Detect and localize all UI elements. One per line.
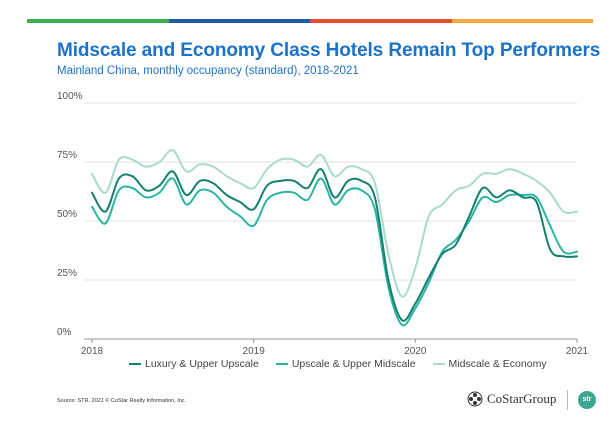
legend-item-midscale: Midscale & Economy <box>432 358 547 370</box>
str-logo-badge: str <box>578 391 596 409</box>
legend-item-upscale: Upscale & Upper Midscale <box>275 358 416 370</box>
y-tick-label: 75% <box>57 150 77 161</box>
series-line-upscale <box>91 177 578 327</box>
y-tick-label: 25% <box>57 268 77 279</box>
top-bar-segment-red <box>310 19 452 23</box>
legend-label-midscale: Midscale & Economy <box>448 358 547 370</box>
y-tick-label: 100% <box>57 91 83 102</box>
x-tick-label: 2021 <box>566 346 589 357</box>
legend-swatch-luxury <box>129 363 141 365</box>
legend-label-upscale: Upscale & Upper Midscale <box>291 358 416 370</box>
costar-logo-text: CoStarGroup <box>487 391 557 406</box>
costar-star-icon <box>467 391 483 407</box>
legend-swatch-midscale <box>432 363 445 365</box>
top-bar-segment-green <box>27 19 169 23</box>
legend-item-luxury: Luxury & Upper Upscale <box>129 358 259 370</box>
logo-divider <box>567 390 568 410</box>
chart-title: Midscale and Economy Class Hotels Remain… <box>57 40 601 61</box>
top-bar-segment-orange <box>451 19 593 23</box>
legend-label-luxury: Luxury & Upper Upscale <box>145 358 259 370</box>
legend-swatch-upscale <box>275 363 288 365</box>
top-bar-segment-blue <box>168 19 310 23</box>
x-tick-label: 2019 <box>243 346 266 357</box>
x-tick-label: 2020 <box>404 346 427 357</box>
chart-subtitle: Mainland China, monthly occupancy (stand… <box>57 65 359 77</box>
chart-legend: Luxury & Upper Upscale Upscale & Upper M… <box>129 358 547 370</box>
costar-logo: CoStarGroup <box>467 391 556 407</box>
source-note: Source: STR, 2021 © CoStar Realty Inform… <box>57 398 187 404</box>
top-color-bar <box>27 19 593 23</box>
x-tick-label: 2018 <box>81 346 104 357</box>
series-line-luxury <box>91 168 578 322</box>
y-tick-label: 50% <box>57 209 77 220</box>
series-line-midscale <box>91 149 578 298</box>
y-tick-label: 0% <box>57 327 72 338</box>
